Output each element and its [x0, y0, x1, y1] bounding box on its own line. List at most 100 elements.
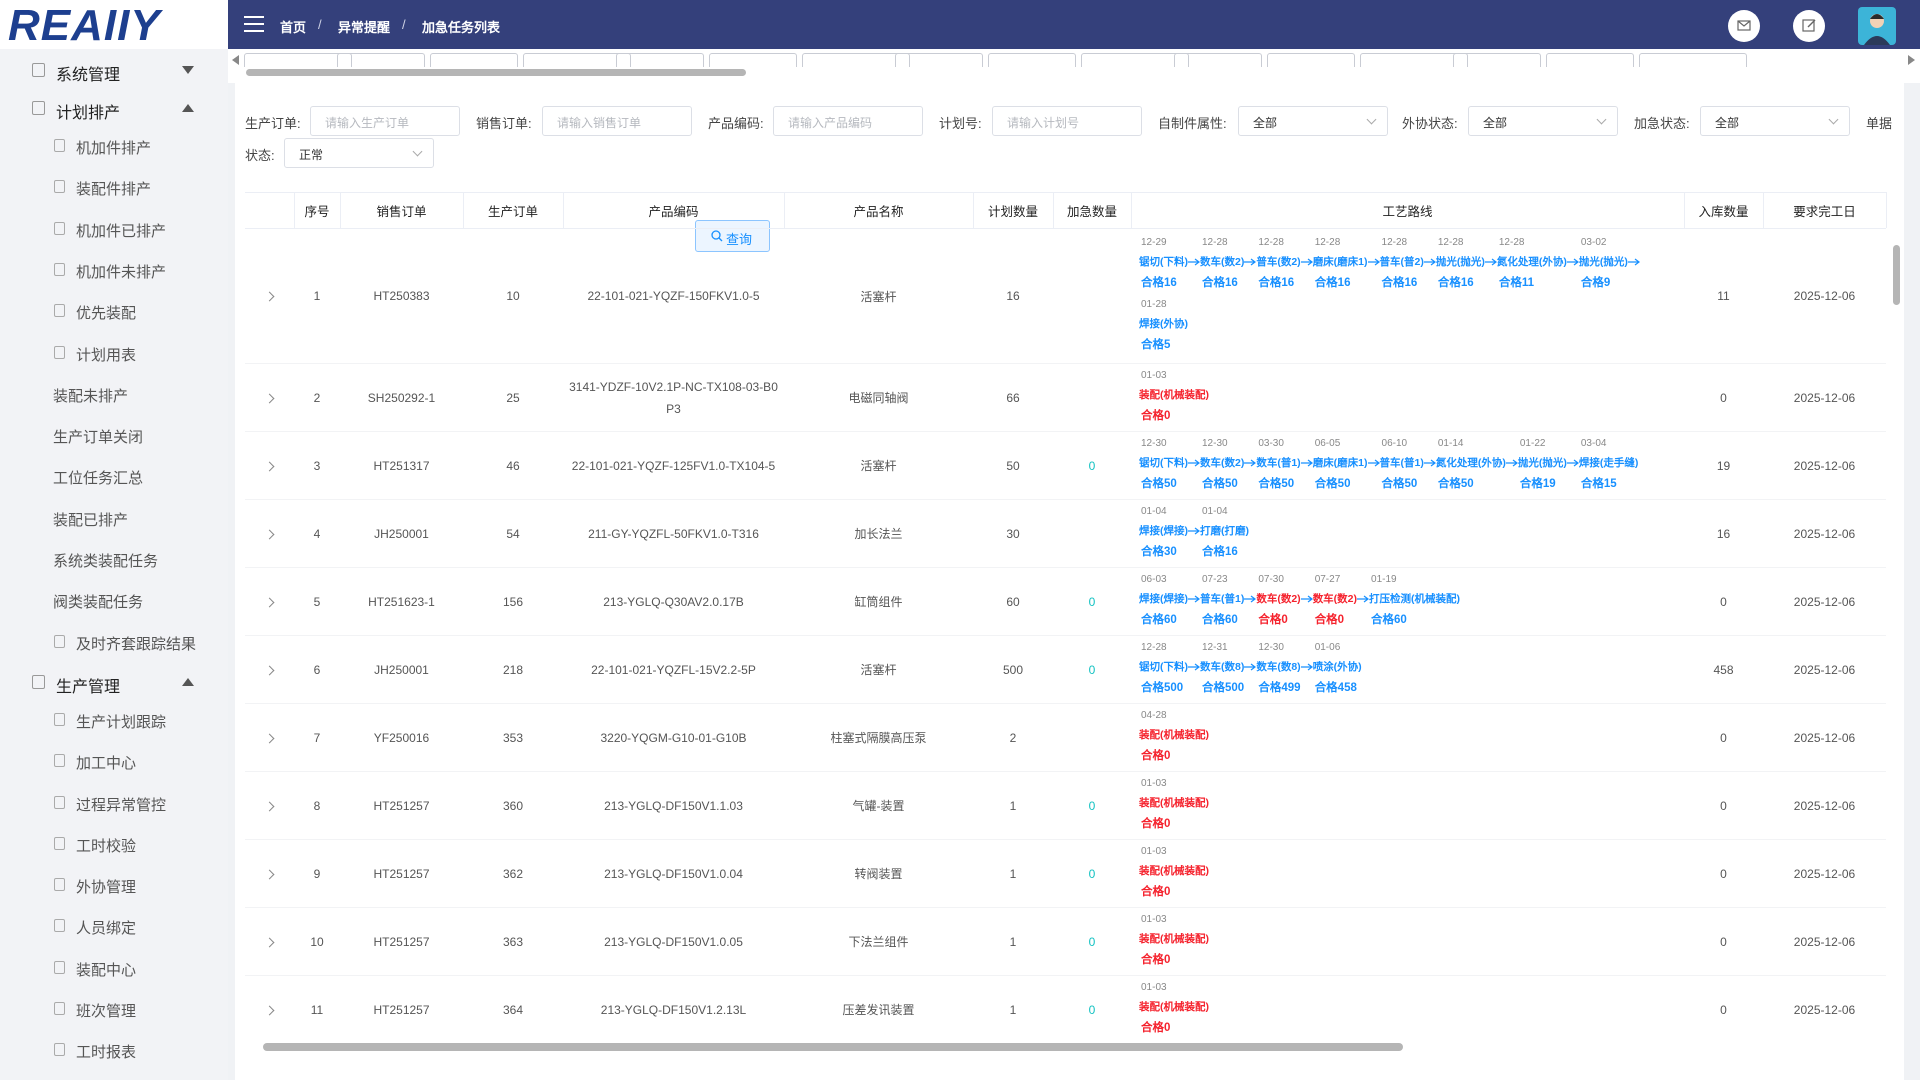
expand-cell[interactable] — [245, 975, 294, 1040]
menu-item[interactable]: 及时齐套跟踪结果 — [76, 635, 197, 653]
tab[interactable] — [1453, 53, 1541, 67]
menu-item[interactable]: 工时校验 — [76, 837, 137, 855]
filter-select[interactable]: 全部 — [1238, 106, 1388, 136]
menu-caret — [182, 677, 194, 686]
menu-item[interactable]: 工时报表 — [76, 1044, 137, 1062]
expand-cell[interactable] — [245, 363, 294, 432]
expand-cell[interactable] — [245, 703, 294, 772]
tab[interactable] — [430, 53, 518, 67]
edit-button[interactable] — [1793, 10, 1825, 42]
filter-label: 销售订单: — [476, 116, 532, 131]
step-name-row: 装配(机械装配) — [1139, 385, 1209, 405]
cell: 213-YGLQ-DF150V1.2.13L — [563, 975, 784, 1040]
menu-item[interactable]: 优先装配 — [76, 305, 137, 323]
v-scroll-thumb[interactable] — [1893, 245, 1900, 305]
step-name-row: 焊接(焊接) — [1139, 589, 1200, 609]
h-scroll-thumb[interactable] — [263, 1043, 1403, 1051]
cell — [1053, 499, 1131, 568]
tab[interactable] — [802, 53, 910, 67]
cell: 1 — [973, 975, 1053, 1040]
expand-cell[interactable] — [245, 499, 294, 568]
tab-scroll-left[interactable] — [232, 55, 240, 65]
menu-item[interactable]: 机加件已排产 — [76, 222, 167, 240]
sales-order: HT251257 — [373, 1002, 430, 1017]
expand-cell[interactable] — [245, 635, 294, 704]
expand-cell[interactable] — [245, 839, 294, 908]
menu-item[interactable]: 班次管理 — [76, 1003, 137, 1020]
menu-item[interactable]: 装配未排产 — [53, 387, 129, 405]
menu-item[interactable]: 装配中心 — [76, 961, 137, 979]
filter-select[interactable]: 正常 — [284, 138, 434, 168]
tab[interactable] — [1174, 53, 1262, 67]
planned-qty: 1 — [1009, 1002, 1017, 1017]
avatar[interactable] — [1858, 7, 1896, 45]
menu-item-icon — [54, 960, 65, 974]
tab[interactable] — [1081, 53, 1189, 67]
breadcrumb-item[interactable]: 异常提醒 — [338, 20, 391, 35]
tab[interactable] — [1360, 53, 1468, 67]
product-name: 缸筒组件 — [854, 595, 903, 609]
menu-item[interactable]: 装配件排产 — [76, 181, 152, 199]
table-row: 5 HT251623-1 156 213-YGLQ-Q30AV2.0.17B 缸筒组件 6… — [245, 567, 1886, 636]
expand-cell[interactable] — [245, 907, 294, 976]
step-date: 01-28 — [1141, 299, 1167, 310]
menu-item[interactable]: 加工中心 — [76, 755, 137, 773]
menu-group[interactable]: 计划排产 — [56, 105, 121, 122]
filter-select[interactable]: 全部 — [1468, 106, 1618, 136]
cell: 0 — [1684, 703, 1763, 772]
no: 9 — [313, 866, 321, 881]
filter-select[interactable]: 全部 — [1700, 106, 1850, 136]
filter-input[interactable]: 请输入产品编码 — [773, 106, 923, 136]
menu-item[interactable]: 系统类装配任务 — [53, 553, 159, 570]
tab[interactable] — [895, 53, 983, 67]
menu-group[interactable]: 系统管理 — [56, 67, 121, 84]
step-arrow — [1244, 459, 1257, 466]
mail-button[interactable] — [1728, 10, 1760, 42]
filter-input[interactable]: 请输入生产订单 — [310, 106, 460, 136]
tab-scroll-right[interactable] — [1908, 55, 1916, 65]
menu-item[interactable]: 装配已排产 — [53, 511, 129, 529]
tab[interactable] — [1546, 53, 1634, 67]
menu-item[interactable]: 外协管理 — [76, 879, 137, 897]
expand-cell[interactable] — [245, 771, 294, 840]
cell: 11 — [1684, 228, 1763, 364]
menu-item[interactable]: 计划用表 — [76, 346, 137, 364]
filter-label: 单据 — [1866, 116, 1893, 131]
menu-toggle[interactable] — [244, 16, 264, 32]
expand-cell[interactable] — [245, 431, 294, 500]
menu-item[interactable]: 生产订单关闭 — [53, 429, 144, 447]
menu-item[interactable]: 过程异常管控 — [76, 796, 167, 814]
filter-input[interactable]: 请输入计划号 — [992, 106, 1142, 136]
filter-input[interactable]: 请输入销售订单 — [542, 106, 692, 136]
route-cell: 06-03 焊接(焊接) 合格60 07-23 普车(普1) 合格60 07-30 数车(数2… — [1131, 567, 1684, 636]
cell: 下法兰组件 — [784, 907, 973, 976]
tab[interactable] — [616, 53, 704, 67]
breadcrumb-sep: / — [402, 17, 406, 32]
tab[interactable] — [1267, 53, 1355, 67]
breadcrumb-item[interactable]: 首页 — [280, 20, 307, 35]
tab[interactable] — [244, 53, 352, 67]
tab[interactable] — [1639, 53, 1747, 67]
menu-item[interactable]: 阀类装配任务 — [53, 594, 144, 612]
menu-item[interactable]: 人员绑定 — [76, 920, 137, 938]
menu-item[interactable]: 机加件排产 — [76, 140, 152, 157]
tab[interactable] — [337, 53, 425, 67]
tab[interactable] — [988, 53, 1076, 67]
menu-item[interactable]: 生产计划跟踪 — [76, 713, 167, 731]
step-name: 普车(普1) — [1379, 456, 1424, 469]
production-order: 363 — [502, 934, 524, 949]
cell: 2025-12-06 — [1763, 907, 1886, 976]
tab[interactable] — [709, 53, 797, 67]
sales-order: HT250383 — [373, 289, 430, 303]
step-name: 抛光(抛光) — [1517, 456, 1567, 469]
cell: HT251623-1 — [340, 567, 463, 636]
expand-cell[interactable] — [245, 228, 294, 364]
product-name: 气罐-装置 — [852, 799, 905, 813]
menu-item[interactable]: 工位任务汇总 — [53, 470, 144, 488]
menu-item[interactable]: 机加件未排产 — [76, 263, 167, 281]
product-code: 213-YGLQ-DF150V1.0.04 — [604, 866, 743, 881]
step-qualified: 合格50 — [1258, 477, 1295, 490]
expand-cell[interactable] — [245, 567, 294, 636]
tab[interactable] — [523, 53, 631, 67]
menu-group[interactable]: 生产管理 — [56, 678, 121, 696]
